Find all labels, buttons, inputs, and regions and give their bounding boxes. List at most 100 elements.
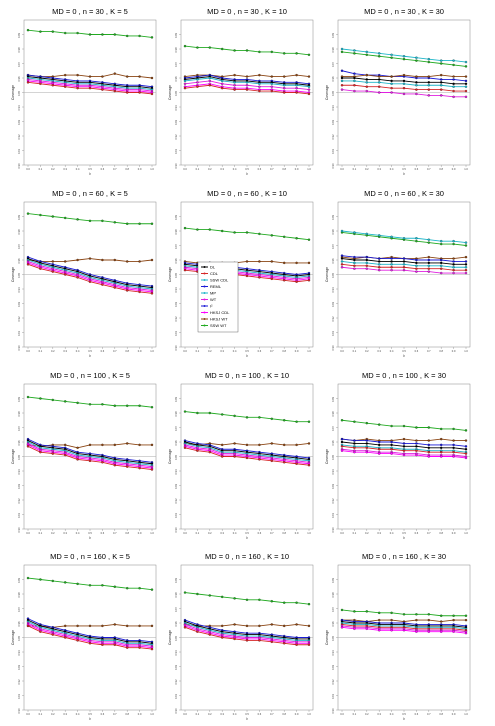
data-point [101,461,104,464]
data-point [452,95,455,99]
data-point [76,73,79,77]
x-tick-label: 1.0 [464,531,468,535]
data-point [464,614,468,617]
data-point [183,591,187,594]
x-tick-label: 0.5 [245,531,249,535]
y-tick-label: 0.94 [174,650,178,656]
data-point [283,52,286,55]
data-point [340,50,344,54]
data-point [365,258,368,262]
x-tick-label: 0.5 [88,167,92,171]
data-point [125,222,129,225]
data-point [101,75,104,78]
y-tick-label: 0.97 [331,606,335,612]
data-point [101,33,104,36]
data-point [340,84,344,87]
data-point [464,445,468,448]
y-tick-label: 0.93 [17,483,21,489]
data-point [113,643,117,646]
data-point [378,81,381,84]
y-axis-label: Coverage [325,85,329,100]
x-tick-label: 0.1 [196,531,200,535]
data-point [101,88,104,91]
x-axis-label: I² [403,172,405,176]
data-point [76,86,79,90]
series-line-ssw-wt [27,577,153,591]
data-point [125,624,129,628]
data-point [196,78,199,81]
data-point [427,618,430,622]
data-point [353,267,356,270]
x-tick-label: 0.1 [353,531,357,535]
y-tick-label: 0.91 [174,693,178,699]
data-point [452,450,455,454]
x-tick-label: 0.0 [26,167,30,171]
x-tick-label: 0.7 [270,167,274,171]
data-point [378,268,381,272]
data-point [150,222,154,225]
data-point [452,271,455,275]
y-tick-label: 0.93 [174,301,178,307]
x-tick-label: 0.1 [196,712,200,716]
y-axis-label: Coverage [325,449,329,464]
data-point [245,274,249,278]
data-point [365,267,368,270]
legend-marker [203,324,206,327]
data-point [378,452,381,455]
data-point [464,260,468,263]
data-point [76,276,79,279]
y-tick-label: 0.98 [17,47,21,53]
legend-label: DL [210,265,216,270]
data-point [150,406,154,409]
data-point [295,73,298,77]
data-point [245,639,249,642]
data-point [233,623,236,626]
x-tick-label: 0.2 [365,349,369,353]
x-tick-label: 0.6 [415,349,419,353]
data-point [39,397,42,400]
x-tick-label: 0.2 [208,349,212,353]
x-tick-label: 0.7 [113,167,117,171]
data-point [378,443,381,447]
data-point [378,440,381,444]
data-point [307,92,311,96]
data-point [208,633,211,636]
data-point [415,453,418,457]
data-point [233,597,236,600]
data-point [63,636,67,639]
data-point [365,450,368,454]
data-point [353,439,356,442]
x-tick-label: 0.9 [452,712,456,716]
x-tick-label: 1.0 [150,531,154,535]
y-tick-label: 0.92 [174,498,178,504]
data-point [270,417,273,420]
data-point [183,268,187,272]
x-tick-label: 0.8 [125,531,129,535]
data-point [365,85,368,88]
y-tick-label: 0.96 [174,258,178,264]
panel-title: MD = 0 , n = 30 , K = 30 [364,7,444,16]
data-point [88,443,92,447]
x-tick-label: 0.9 [295,167,299,171]
data-point [88,86,92,90]
data-point [440,427,443,431]
y-tick-label: 0.93 [17,301,21,307]
y-tick-label: 0.94 [331,650,335,656]
data-point [464,85,468,88]
data-point [378,448,381,451]
data-point [340,437,344,441]
chart-panel-6: MD = 0 , n = 60 , K = 30 0.90 0.91 0.92 0.93… [325,189,471,358]
data-point [427,264,430,267]
data-point [113,89,117,93]
data-point [440,73,443,77]
data-point [39,450,42,454]
y-tick-label: 0.96 [174,440,178,446]
data-point [390,268,393,272]
data-point [150,588,154,591]
x-tick-label: 0.7 [113,712,117,716]
y-tick-label: 0.96 [17,76,21,82]
y-tick-label: 0.98 [17,592,21,598]
data-point [340,440,344,444]
data-point [220,47,224,51]
data-point [63,260,67,263]
